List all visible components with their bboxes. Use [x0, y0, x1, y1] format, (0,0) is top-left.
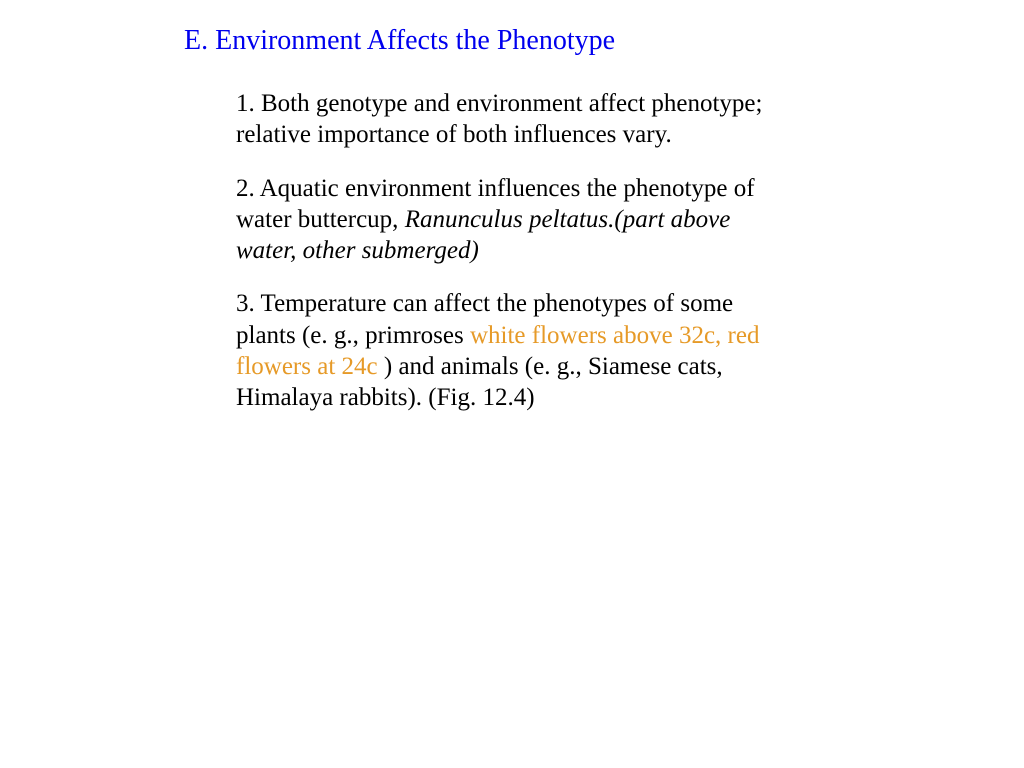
list-item-3: 3. Temperature can affect the phenotypes… [236, 288, 796, 413]
slide: E. Environment Affects the Phenotype 1. … [0, 0, 1024, 768]
body-list: 1. Both genotype and environment affect … [236, 88, 796, 435]
list-item-1: 1. Both genotype and environment affect … [236, 88, 796, 151]
list-item-2: 2. Aquatic environment influences the ph… [236, 173, 796, 267]
section-heading: E. Environment Affects the Phenotype [184, 24, 615, 58]
